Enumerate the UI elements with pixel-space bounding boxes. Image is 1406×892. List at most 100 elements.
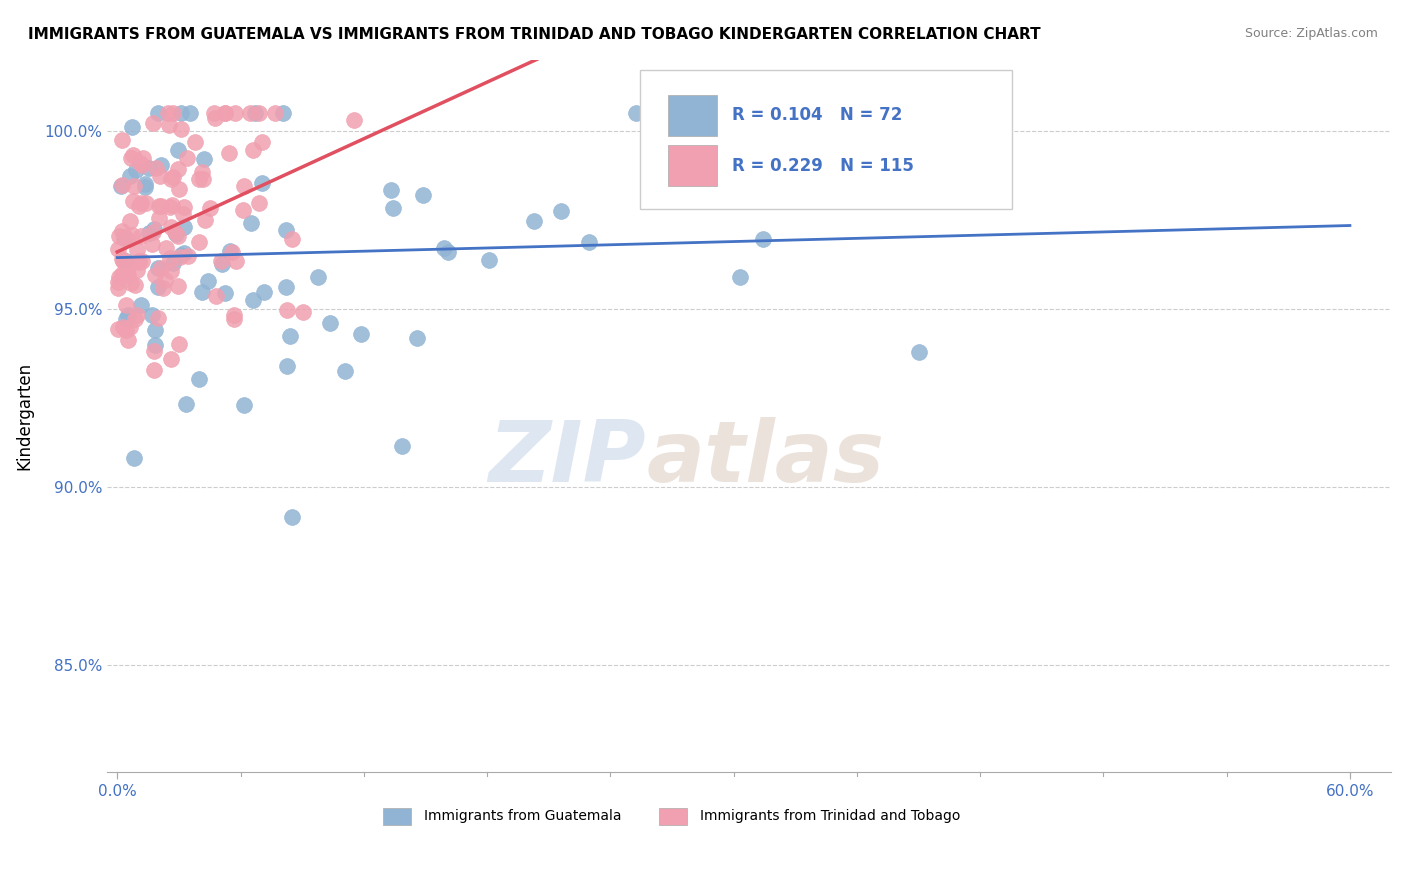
Point <box>141 309 163 323</box>
Point <box>112 320 135 334</box>
Point <box>271 106 294 120</box>
Point <box>127 309 149 323</box>
Point <box>274 280 297 294</box>
Point <box>117 308 139 322</box>
Point <box>157 118 180 132</box>
Point <box>134 180 156 194</box>
Point <box>222 308 245 322</box>
Point <box>152 281 174 295</box>
Text: R = 0.104   N = 72: R = 0.104 N = 72 <box>733 106 903 124</box>
Point <box>232 178 254 193</box>
Point <box>333 364 356 378</box>
Point <box>214 285 236 300</box>
Text: Immigrants from Guatemala: Immigrants from Guatemala <box>425 809 621 823</box>
Point <box>115 297 138 311</box>
Point <box>242 143 264 157</box>
Point <box>114 254 136 268</box>
Point <box>143 222 166 236</box>
Point <box>173 220 195 235</box>
Point <box>149 169 172 183</box>
Point <box>150 199 173 213</box>
Point <box>155 241 177 255</box>
Point <box>143 322 166 336</box>
Point <box>278 329 301 343</box>
Point <box>274 223 297 237</box>
Point <box>162 256 184 270</box>
Point <box>129 229 152 244</box>
FancyBboxPatch shape <box>382 807 412 825</box>
FancyBboxPatch shape <box>640 70 1012 210</box>
Point <box>121 277 143 291</box>
Point <box>108 229 131 244</box>
Point <box>124 450 146 465</box>
Point <box>159 251 181 265</box>
Point <box>209 253 232 268</box>
Point <box>115 323 138 337</box>
Point <box>124 277 146 292</box>
Point <box>143 338 166 352</box>
Point <box>170 106 193 120</box>
Point <box>250 135 273 149</box>
Point <box>191 171 214 186</box>
Point <box>176 151 198 165</box>
Point <box>121 120 143 134</box>
Point <box>252 285 274 299</box>
Point <box>148 199 170 213</box>
Point <box>160 220 183 235</box>
Point <box>243 106 266 120</box>
Point <box>655 189 678 203</box>
Point <box>193 212 215 227</box>
Point <box>117 268 139 283</box>
Point <box>169 182 191 196</box>
Point <box>907 344 929 359</box>
Point <box>111 224 134 238</box>
Point <box>204 288 226 302</box>
Point <box>115 232 138 246</box>
Point <box>204 111 226 125</box>
Point <box>218 145 240 160</box>
Point <box>128 199 150 213</box>
Point <box>198 201 221 215</box>
Point <box>624 106 647 120</box>
Point <box>190 285 212 299</box>
Point <box>291 305 314 319</box>
Point <box>125 162 148 177</box>
Point <box>107 269 129 284</box>
Point <box>110 179 132 194</box>
Point <box>131 298 153 312</box>
Point <box>391 439 413 453</box>
Point <box>232 398 254 412</box>
Point <box>173 246 195 260</box>
Text: atlas: atlas <box>647 417 884 500</box>
Point <box>143 343 166 358</box>
Point <box>218 244 240 258</box>
Point <box>145 161 167 176</box>
Text: Immigrants from Trinidad and Tobago: Immigrants from Trinidad and Tobago <box>700 809 960 823</box>
Point <box>177 249 200 263</box>
Point <box>115 264 138 278</box>
Point <box>197 274 219 288</box>
Point <box>148 280 170 294</box>
Point <box>167 143 190 157</box>
Point <box>111 178 134 192</box>
Point <box>214 106 236 120</box>
Point <box>138 161 160 176</box>
Point <box>211 257 233 271</box>
Point <box>276 302 298 317</box>
Point <box>187 371 209 385</box>
Point <box>150 158 173 172</box>
Point <box>184 136 207 150</box>
Point <box>122 178 145 193</box>
FancyBboxPatch shape <box>668 145 717 186</box>
Point <box>111 268 134 282</box>
Text: Source: ZipAtlas.com: Source: ZipAtlas.com <box>1244 27 1378 40</box>
Point <box>193 152 215 166</box>
Point <box>128 255 150 269</box>
Point <box>436 244 458 259</box>
Point <box>159 200 181 214</box>
Point <box>124 311 146 326</box>
Text: IMMIGRANTS FROM GUATEMALA VS IMMIGRANTS FROM TRINIDAD AND TOBAGO KINDERGARTEN CO: IMMIGRANTS FROM GUATEMALA VS IMMIGRANTS … <box>28 27 1040 42</box>
Point <box>478 253 501 268</box>
Point <box>162 170 184 185</box>
Point <box>187 171 209 186</box>
